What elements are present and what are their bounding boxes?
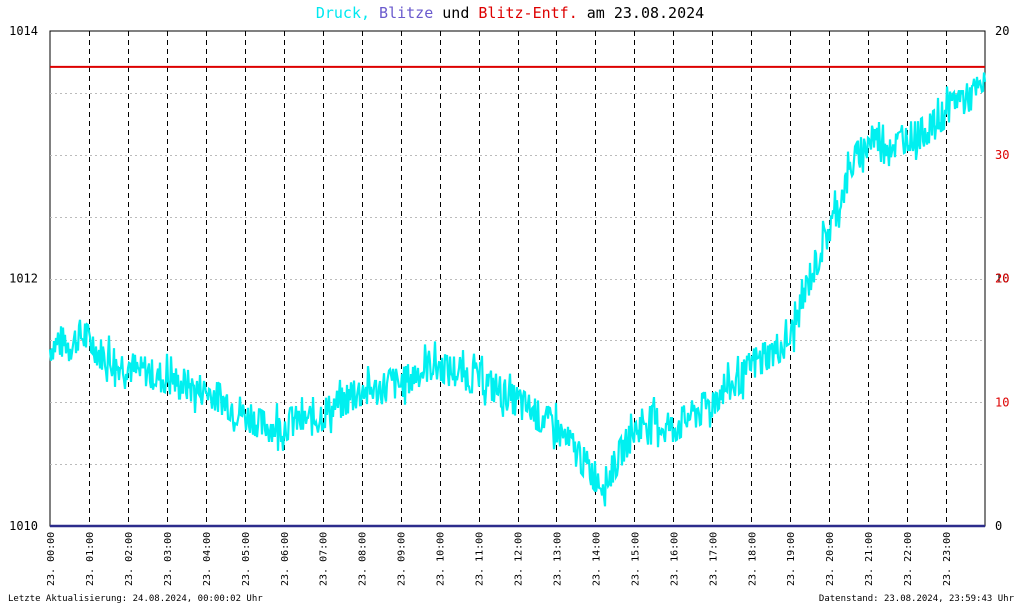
footer-data-status: Datenstand: 23.08.2024, 23:59:43 Uhr [818, 594, 1014, 604]
x-tick-label: 23. 19:00 [786, 532, 797, 586]
x-tick-label: 23. 17:00 [708, 532, 719, 586]
x-tick-label: 23. 18:00 [747, 532, 758, 586]
x-tick-label: 23. 03:00 [163, 532, 174, 586]
x-tick-label: 23. 12:00 [514, 532, 525, 586]
y-left-tick-label: 1012 [9, 272, 38, 286]
series-druck-line [48, 72, 987, 507]
title-druck: Druck, [315, 4, 371, 22]
x-tick-label: 23. 21:00 [864, 532, 875, 586]
x-tick-label: 23. 08:00 [358, 532, 369, 586]
x-tick-label: 23. 14:00 [591, 532, 602, 586]
x-tick-label: 23. 06:00 [280, 532, 291, 586]
axis-layer: 23. 00:00 23. 01:00 23. 02:00 23. 03:00 23. … [9, 24, 1009, 586]
y-right-blitze-tick-label: 10 [995, 272, 1009, 286]
x-tick-label: 23. 20:00 [825, 532, 836, 586]
chart-title: Druck, Blitze und Blitz-Entf. am 23.08.2… [0, 4, 1020, 22]
title-entf: Blitz-Entf. [478, 4, 578, 22]
title-date-prefix: am [586, 4, 605, 22]
title-blitze: Blitze [379, 4, 434, 22]
x-tick-label: 23. 22:00 [903, 532, 914, 586]
y-left-tick-label: 1014 [9, 24, 38, 38]
x-tick-label: 23. 02:00 [124, 532, 135, 586]
y-right-entf-tick-label: 10 [995, 395, 1009, 409]
y-right-entf-tick-label: 20 [995, 272, 1009, 286]
x-tick-label: 23. 00:00 [46, 532, 57, 586]
x-tick-label: 23. 23:00 [942, 532, 953, 586]
x-tick-label: 23. 15:00 [630, 532, 641, 586]
x-tick-label: 23. 13:00 [552, 532, 563, 586]
y-right-blitze-tick-label: 20 [995, 24, 1009, 38]
grid-layer [49, 30, 986, 527]
x-tick-label: 23. 16:00 [669, 532, 680, 586]
y-right-entf-tick-label: 30 [995, 148, 1009, 162]
title-und: und [442, 4, 470, 22]
x-tick-label: 23. 07:00 [319, 532, 330, 586]
y-left-tick-label: 1010 [9, 519, 38, 533]
x-tick-label: 23. 10:00 [436, 532, 447, 586]
x-tick-label: 23. 05:00 [241, 532, 252, 586]
x-tick-label: 23. 01:00 [85, 532, 96, 586]
x-tick-label: 23. 04:00 [202, 532, 213, 586]
y-right-blitze-tick-label: 0 [995, 519, 1002, 533]
footer-last-update: Letzte Aktualisierung: 24.08.2024, 00:00… [8, 594, 263, 604]
title-date: 23.08.2024 [613, 4, 705, 22]
x-tick-label: 23. 11:00 [475, 532, 486, 586]
plot-frame [49, 30, 986, 527]
x-tick-label: 23. 09:00 [397, 532, 408, 586]
series-layer [48, 65, 987, 528]
